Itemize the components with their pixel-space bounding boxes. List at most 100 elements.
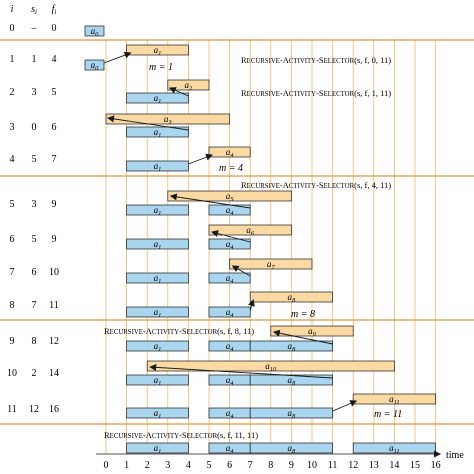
candidate-bar-a5: [167, 190, 292, 202]
selection-arrow: [103, 51, 132, 64]
selected-bar-a8: [249, 407, 333, 419]
selected-bar-a0: [84, 59, 105, 71]
bar-label-a1: a1: [154, 205, 162, 217]
selected-bar-a8: [249, 442, 333, 454]
table-cell-f: 6: [52, 122, 57, 133]
recursive-call-4: RECURSIVE-ACTIVITY-SELECTOR(s, f, 11, 11…: [104, 430, 258, 440]
table-cell-f: 0: [52, 23, 57, 34]
table-cell-s: 12: [29, 404, 39, 415]
table-cell-i: 9: [10, 336, 15, 347]
axis-tick-label: 3: [165, 460, 170, 471]
table-cell-s: 6: [32, 267, 37, 278]
selected-bar-a1: [126, 160, 189, 172]
table-cell-f: 14: [49, 368, 59, 379]
axis-tick-label: 11: [328, 460, 338, 471]
selected-bar-a8: [249, 374, 333, 386]
bar-label-a6: a6: [246, 225, 255, 237]
selection-arrow: [107, 115, 189, 131]
candidate-bar-a10: [146, 360, 395, 372]
bar-label-a4: a4: [226, 239, 235, 251]
bar-label-a4: a4: [226, 307, 235, 319]
bar-label-a1: a1: [154, 375, 162, 387]
axis-tick-label: 1: [124, 460, 129, 471]
selection-arrow: [332, 400, 358, 412]
bar-label-a8: a8: [288, 375, 297, 387]
bar-label-a8: a8: [288, 408, 297, 420]
bar-label-a11: a11: [389, 394, 400, 406]
table-cell-f: 9: [52, 234, 57, 245]
bar-label-a0: a0: [91, 26, 100, 38]
selected-bar-a1: [126, 306, 189, 318]
table-cell-f: 10: [49, 267, 59, 278]
bar-label-a7: a7: [267, 259, 276, 271]
table-cell-i: 10: [7, 368, 17, 379]
bar-label-a1: a1: [154, 127, 162, 139]
table-cell-i: 0: [10, 23, 15, 34]
selection-arrow: [188, 153, 213, 165]
bar-label-a1: a1: [154, 307, 162, 319]
table-cell-i: 11: [7, 404, 17, 415]
selected-bar-a4: [208, 272, 251, 284]
table-cell-f: 5: [52, 87, 57, 98]
table-cell-i: 2: [10, 87, 15, 98]
axis-title: time: [446, 450, 464, 461]
selected-bar-a11: [352, 442, 436, 454]
table-cell-s: 5: [32, 234, 37, 245]
selected-bar-a4: [208, 306, 251, 318]
call-annotations: RECURSIVE-ACTIVITY-SELECTOR(s, f, 0, 11)…: [104, 55, 402, 440]
table-cell-s: 5: [32, 154, 37, 165]
table-cell-i: 8: [10, 300, 15, 311]
bar-label-a11: a11: [389, 443, 400, 455]
selected-bar-a1: [126, 204, 189, 216]
selection-arrow: [211, 230, 251, 243]
candidate-bar-a7: [229, 258, 313, 270]
axis-tick-label: 8: [268, 460, 273, 471]
axis-tick-label: 0: [104, 460, 109, 471]
selection-arrows: [103, 51, 358, 412]
bar-label-a0: a0: [91, 60, 100, 72]
table-cell-s: 1: [32, 54, 37, 65]
bar-label-a4: a4: [226, 408, 235, 420]
table-cell-f: 4: [52, 54, 57, 65]
candidate-bar-a9: [270, 325, 354, 337]
candidate-bar-a8: [249, 291, 333, 303]
axis-tick-label: 6: [227, 460, 232, 471]
selection-arrow: [149, 363, 333, 379]
axis-tick-label: 14: [389, 460, 399, 471]
bar-label-a1: a1: [154, 239, 162, 251]
bar-label-a1: a1: [154, 273, 162, 285]
axis-tick-label: 5: [207, 460, 212, 471]
axis-tick-label: 16: [431, 460, 441, 471]
table-cell-s: 2: [32, 368, 37, 379]
candidate-bar-a4: [208, 146, 251, 158]
table-cell-f: 16: [49, 404, 59, 415]
bar-label-a4: a4: [226, 205, 235, 217]
bar-label-a1: a1: [154, 161, 162, 173]
selected-bar-a1: [126, 442, 189, 454]
bar-label-a9: a9: [308, 326, 317, 338]
table-cell-i: 6: [10, 234, 15, 245]
bar-label-a10: a10: [265, 361, 277, 373]
axis-tick-label: 10: [307, 460, 317, 471]
header-i: i: [11, 4, 14, 15]
candidate-bar-a3: [105, 113, 230, 125]
table-cell-i: 1: [10, 54, 15, 65]
candidate-bar-a11: [352, 393, 436, 405]
recursive-call-3: RECURSIVE-ACTIVITY-SELECTOR(s, f, 8, 11): [104, 326, 254, 336]
table-cell-i: 7: [10, 267, 15, 278]
candidate-bar-a1: [126, 44, 189, 56]
bar-label-a8: a8: [288, 341, 297, 353]
selected-bar-a1: [126, 238, 189, 250]
axis-tick-label: 15: [410, 460, 420, 471]
recursive-call-1: RECURSIVE-ACTIVITY-SELECTOR(s, f, 1, 11): [241, 88, 391, 98]
bar-label-a4: a4: [226, 443, 235, 455]
table-cell-i: 4: [10, 154, 15, 165]
bar-label-a5: a5: [226, 191, 235, 203]
axis-tick-label: 4: [186, 460, 191, 471]
bar-label-a3: a3: [164, 114, 173, 126]
selected-bar-a0: [84, 25, 105, 37]
selection-arrow: [169, 193, 251, 209]
selected-bar-a1: [126, 126, 189, 138]
